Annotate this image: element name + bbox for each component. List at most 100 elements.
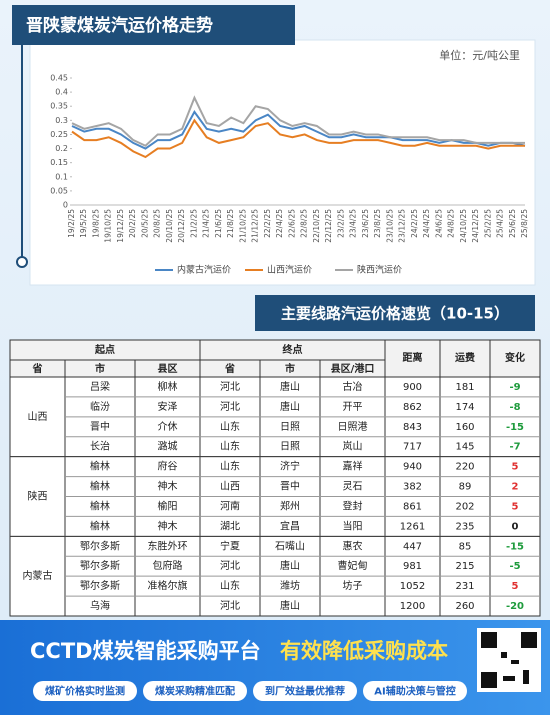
- table-cell: 231: [455, 581, 474, 592]
- table-cell: 唐山: [280, 559, 300, 572]
- y-tick-label: 0.25: [50, 130, 68, 139]
- x-tick-label: 23/4/25: [349, 209, 358, 238]
- x-tick-label: 20/12/25: [177, 209, 186, 243]
- table-cell: 登封: [343, 499, 363, 512]
- feature-pill: [143, 681, 247, 701]
- header-cell: 县区: [158, 363, 178, 375]
- table-cell: 862: [403, 402, 422, 413]
- legend-label: 陕西汽运价: [357, 264, 402, 276]
- table-header-bg: [9, 339, 541, 378]
- header-cell: 变化: [505, 351, 525, 364]
- x-tick-label: 20/8/25: [153, 209, 162, 238]
- series-line: [71, 95, 525, 147]
- x-tick-label: 19/5/25: [79, 209, 88, 238]
- table-cell: 古冶: [343, 380, 363, 393]
- table-cell: 河北: [220, 560, 240, 572]
- table-cell: 潞城: [158, 440, 178, 453]
- table-cell: 晋中: [280, 480, 300, 493]
- table-cell: 宁夏: [220, 539, 240, 552]
- table-cell: 岚山: [343, 441, 363, 453]
- table-cell: -7: [509, 442, 520, 453]
- table-title: 主要线路汽运价格速览（10-15）: [281, 305, 509, 323]
- table-cell: 山东: [220, 420, 240, 433]
- x-tick-label: 19/2/25: [67, 209, 76, 238]
- table-cell: 唐山: [280, 599, 300, 612]
- table-cell: 府谷: [158, 460, 178, 473]
- header-cell: 市: [95, 362, 105, 375]
- table-cell: 220: [455, 462, 474, 473]
- header-cell: 距离: [403, 351, 423, 364]
- province-cell: 内蒙古: [23, 569, 53, 582]
- table-cell: 介休: [158, 421, 178, 433]
- x-tick-label: 21/6/25: [214, 209, 223, 238]
- table-cell: 神木: [158, 480, 178, 493]
- y-tick-label: 0.2: [55, 144, 68, 153]
- y-tick-label: 0: [63, 201, 68, 210]
- x-tick-label: 19/10/25: [104, 209, 113, 243]
- table-cell: 神木: [158, 519, 178, 532]
- x-tick-label: 25/2/25: [483, 209, 492, 238]
- qr-pattern: [481, 632, 537, 688]
- table-cell: 5: [512, 581, 519, 592]
- table-cell: 石嘴山: [275, 540, 305, 552]
- table-cell: -5: [509, 561, 520, 572]
- table-cell: 235: [455, 521, 474, 532]
- table-cell: 吕梁: [90, 380, 110, 393]
- table-cell: 5: [512, 462, 519, 473]
- table-cell: 榆阳: [158, 499, 178, 512]
- table-cell: 山东: [220, 579, 240, 592]
- table-cell: 2: [512, 482, 519, 493]
- table-cell: 榆林: [90, 499, 110, 512]
- x-tick-label: 25/4/25: [496, 209, 505, 238]
- y-tick-label: 0.45: [50, 74, 68, 83]
- y-tick-label: 0.3: [55, 116, 68, 125]
- x-tick-label: 20/10/25: [165, 209, 174, 243]
- table-title-box: [255, 295, 535, 331]
- feature-label: 煤炭采购精准匹配: [155, 685, 235, 698]
- table-cell: 准格尔旗: [148, 579, 188, 592]
- x-tick-label: 24/12/25: [471, 209, 480, 243]
- header-cell: 起点: [94, 343, 115, 356]
- x-tick-label: 24/4/25: [422, 209, 431, 238]
- x-tick-label: 24/2/25: [410, 209, 419, 238]
- table-cell: 181: [455, 382, 474, 393]
- table-cell: 宜昌: [280, 519, 300, 532]
- table-cell: 日照: [280, 421, 300, 433]
- x-tick-label: 21/4/25: [202, 209, 211, 238]
- x-tick-label: 25/8/25: [520, 209, 529, 238]
- x-tick-label: 19/8/25: [91, 209, 100, 238]
- x-tick-label: 25/6/25: [508, 209, 517, 238]
- province-cell: 山西: [28, 411, 48, 423]
- x-tick-label: 22/12/25: [324, 209, 333, 243]
- x-tick-label: 20/2/25: [128, 209, 137, 238]
- chart-title: 晋陕蒙煤炭汽运价格走势: [26, 15, 213, 36]
- header-cell: 省: [224, 362, 235, 375]
- x-tick-label: 21/2/25: [189, 209, 198, 238]
- header-cell: 省: [32, 362, 43, 375]
- x-tick-label: 24/8/25: [447, 209, 456, 238]
- table-cell: 济宁: [280, 460, 300, 473]
- x-tick-label: 20/5/25: [140, 209, 149, 238]
- table-cell: 唐山: [280, 380, 300, 393]
- x-tick-label: 22/6/25: [287, 209, 296, 238]
- table-cell: 山东: [220, 460, 240, 473]
- x-tick-label: 23/10/25: [385, 209, 394, 243]
- table-cell: 85: [459, 541, 472, 552]
- province-cell: 陕西: [28, 490, 48, 503]
- table-cell: 160: [455, 422, 474, 433]
- table-cell: 长治: [90, 440, 110, 453]
- table-cell: 山西: [220, 481, 240, 493]
- table-cell: 潍坊: [280, 579, 300, 592]
- y-tick-label: 0.15: [50, 158, 68, 167]
- table-cell: 惠农: [343, 539, 363, 552]
- table-cell: 日照港: [338, 421, 368, 433]
- decor-dot: [16, 256, 28, 268]
- table-cell: 晋中: [90, 420, 110, 433]
- table-cell: 5: [512, 501, 519, 512]
- table-cell: 柳林: [158, 380, 178, 393]
- table-cell: -20: [506, 601, 524, 612]
- table-cell: 鄂尔多斯: [80, 559, 120, 572]
- x-tick-label: 24/6/25: [434, 209, 443, 238]
- table-cell: 382: [403, 482, 422, 493]
